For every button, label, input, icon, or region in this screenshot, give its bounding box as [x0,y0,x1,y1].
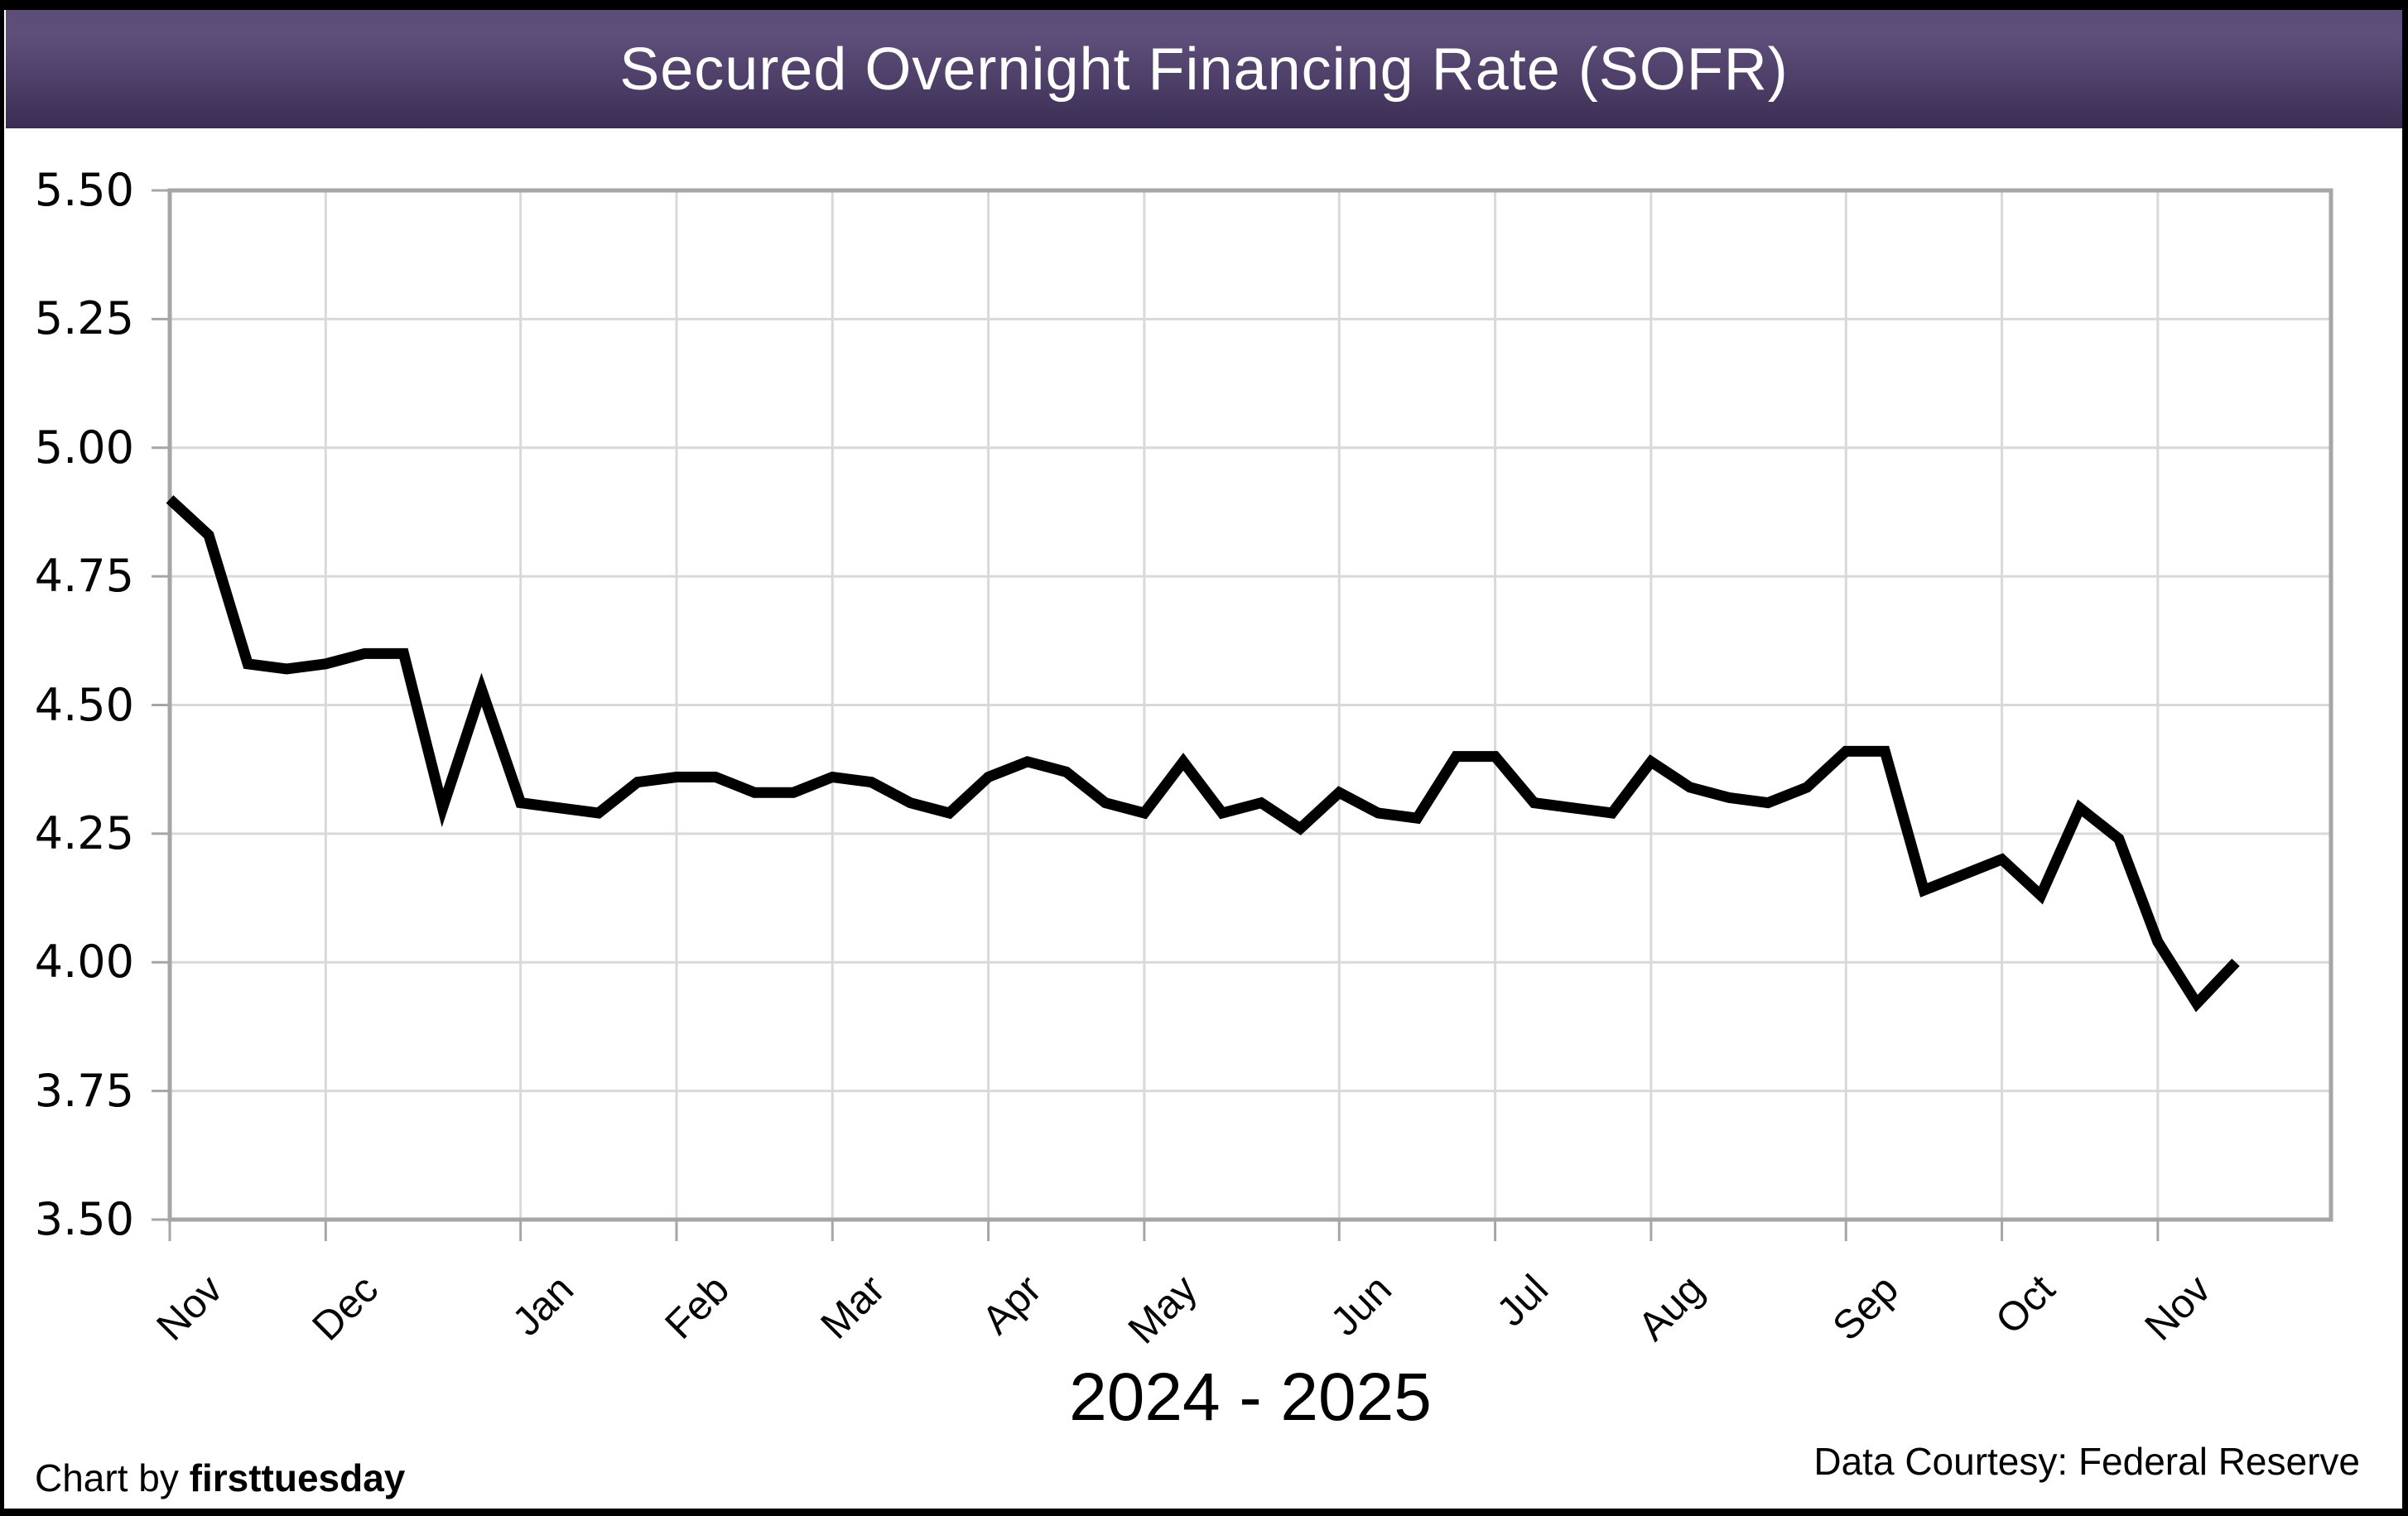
x-axis-era-label: 2024 - 2025 [1069,1360,1432,1435]
y-tick-label: 5.00 [34,421,134,474]
sofr-line [166,495,2240,1013]
y-tick-label: 5.25 [34,292,134,345]
chart-header-band: Secured Overnight Financing Rate (SOFR) [6,10,2402,128]
outer-frame-right [2402,0,2408,1516]
footer-credit-prefix: Chart by [35,1456,190,1499]
outer-frame-bottom [0,1509,2408,1516]
footer-credit: Chart by firsttuesday [35,1457,405,1499]
y-tick-label: 5.50 [34,164,134,216]
y-tick-label: 3.50 [34,1193,134,1245]
y-tick-label: 4.25 [34,806,134,859]
outer-frame-top [0,0,2408,10]
outer-frame-left [0,0,4,1516]
footer-data-source: Data Courtesy: Federal Reserve [1813,1440,2360,1483]
y-tick-label: 4.00 [34,936,134,989]
y-tick-label: 4.50 [34,678,134,731]
y-tick-label: 3.75 [34,1064,134,1117]
y-tick-label: 4.75 [34,550,134,603]
chart-title: Secured Overnight Financing Rate (SOFR) [619,36,1789,103]
plot-border [167,188,2333,1222]
footer-credit-brand: firsttuesday [189,1456,406,1499]
